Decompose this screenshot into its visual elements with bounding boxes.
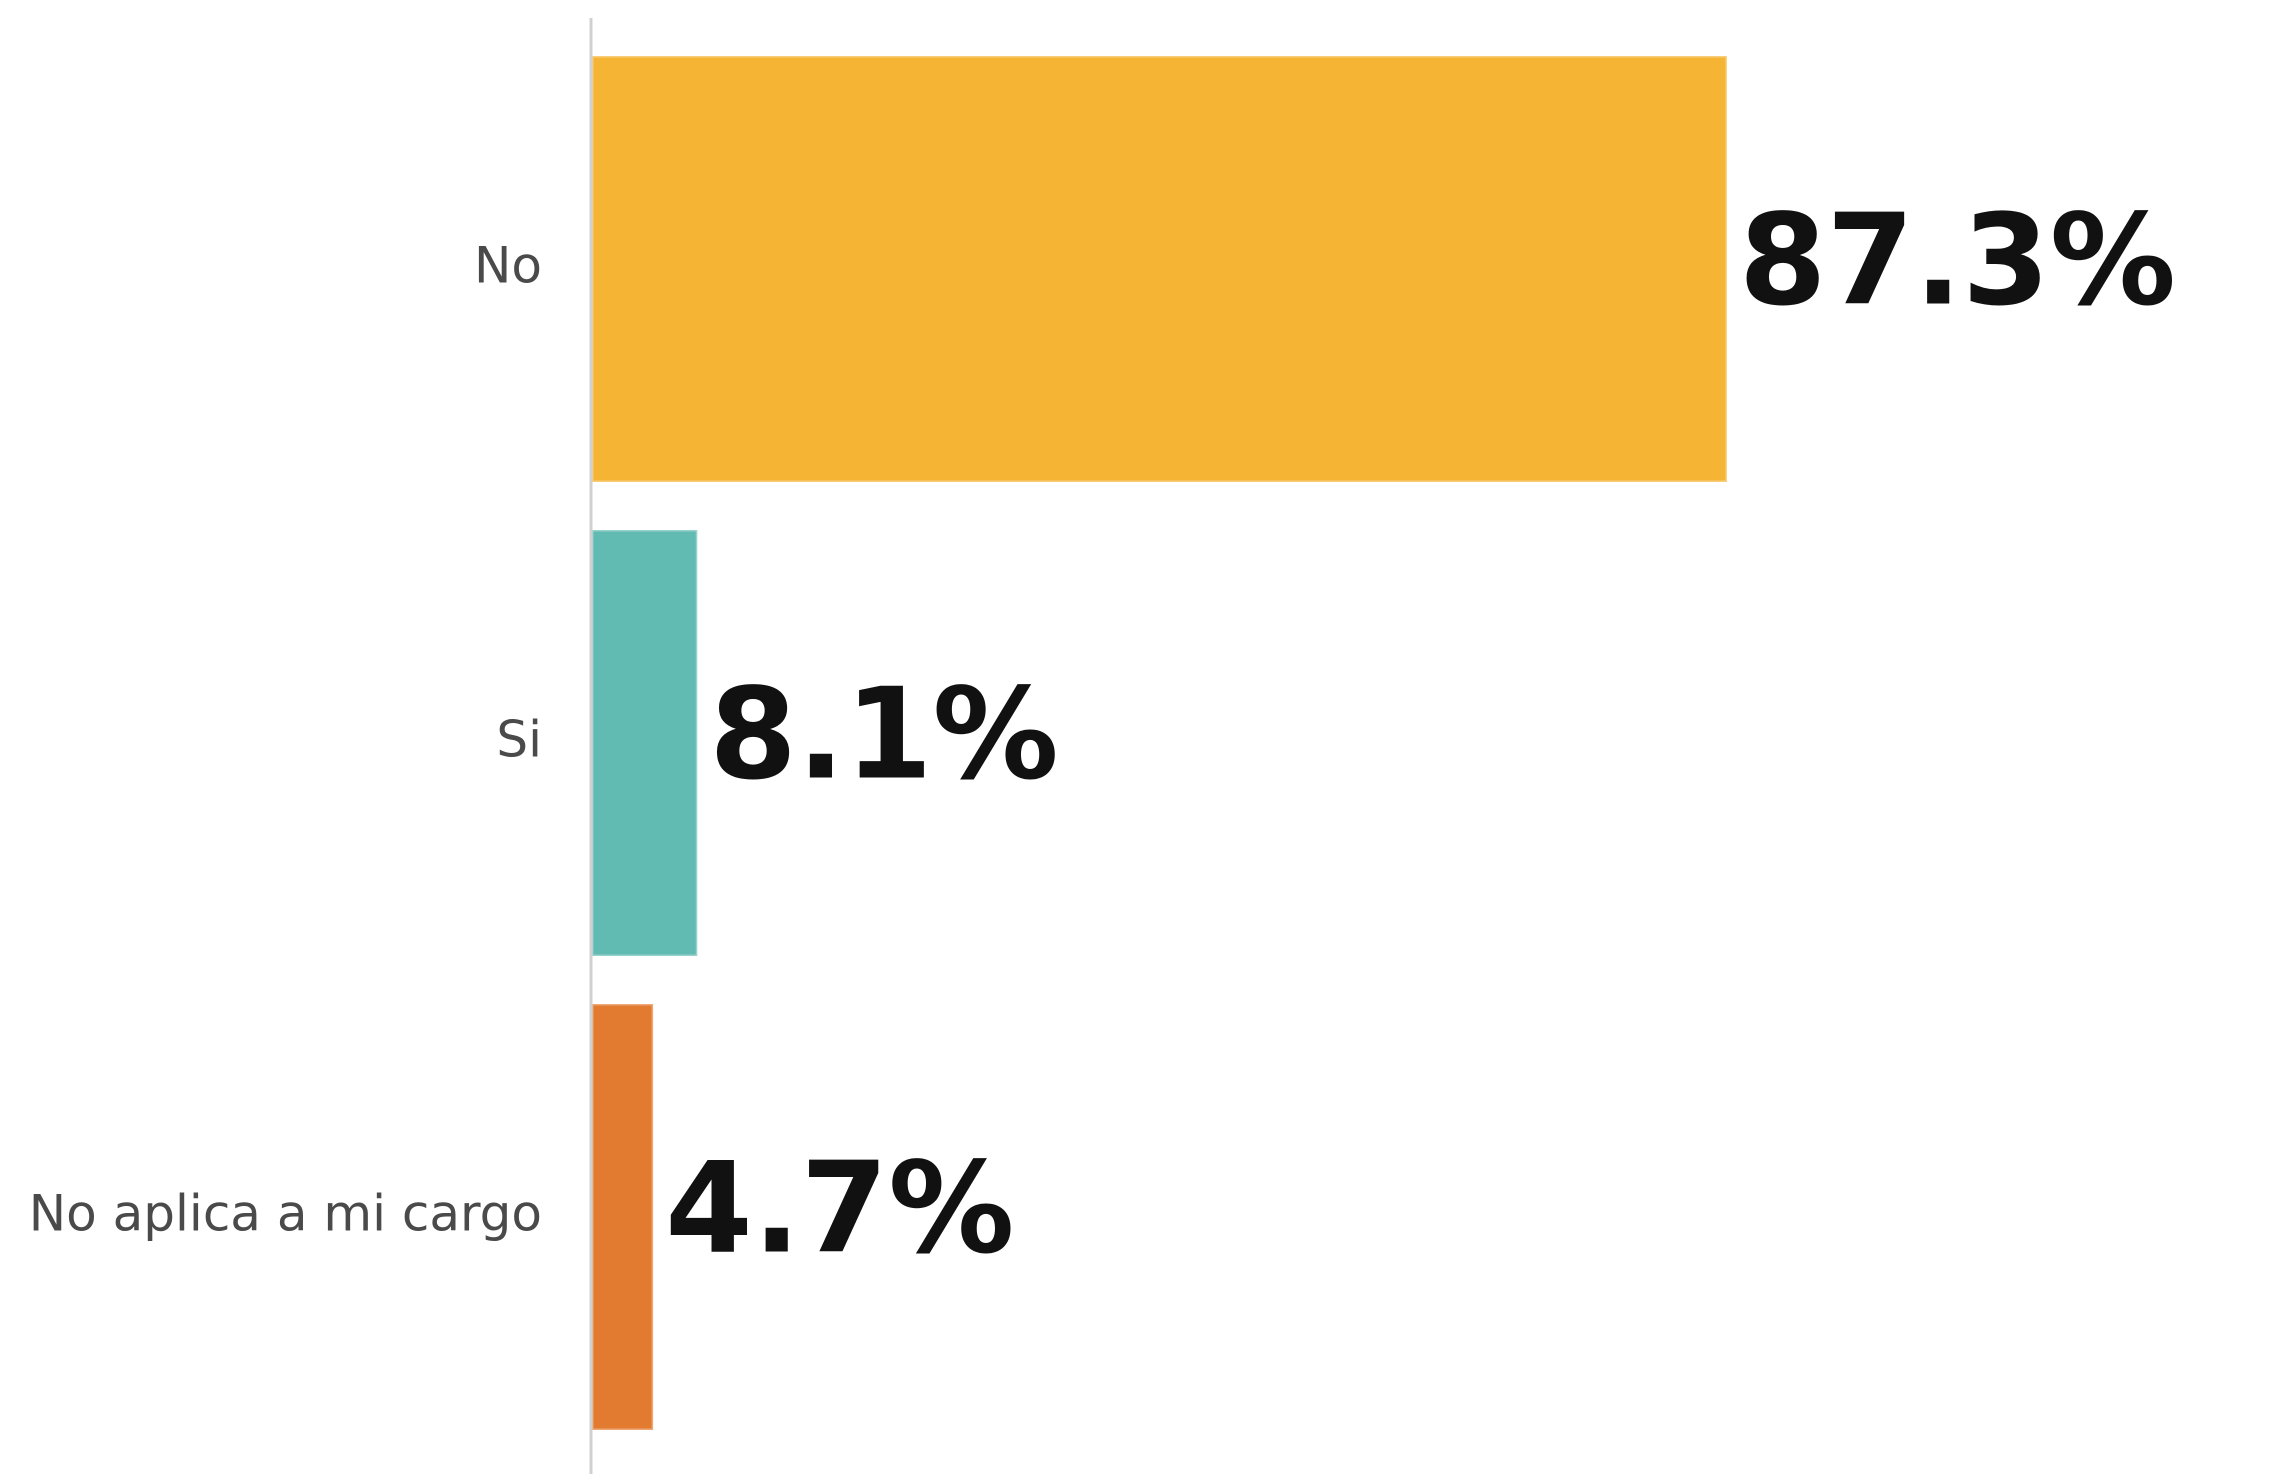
data-labels-group: 87.3% 8.1% 4.7% — [665, 187, 2176, 1282]
category-labels-group: No Si No aplica a mi cargo — [29, 237, 542, 1243]
bar-1 — [590, 528, 699, 958]
data-label-1: 8.1% — [709, 661, 1058, 808]
category-label-0: No — [474, 237, 542, 295]
data-label-0: 87.3% — [1739, 187, 2176, 334]
category-label-1: Si — [496, 711, 542, 769]
bar-2 — [590, 1002, 655, 1432]
bar-0 — [590, 54, 1729, 484]
bars-group — [590, 54, 1729, 1432]
data-label-2: 4.7% — [665, 1135, 1014, 1282]
category-label-2: No aplica a mi cargo — [29, 1185, 542, 1243]
